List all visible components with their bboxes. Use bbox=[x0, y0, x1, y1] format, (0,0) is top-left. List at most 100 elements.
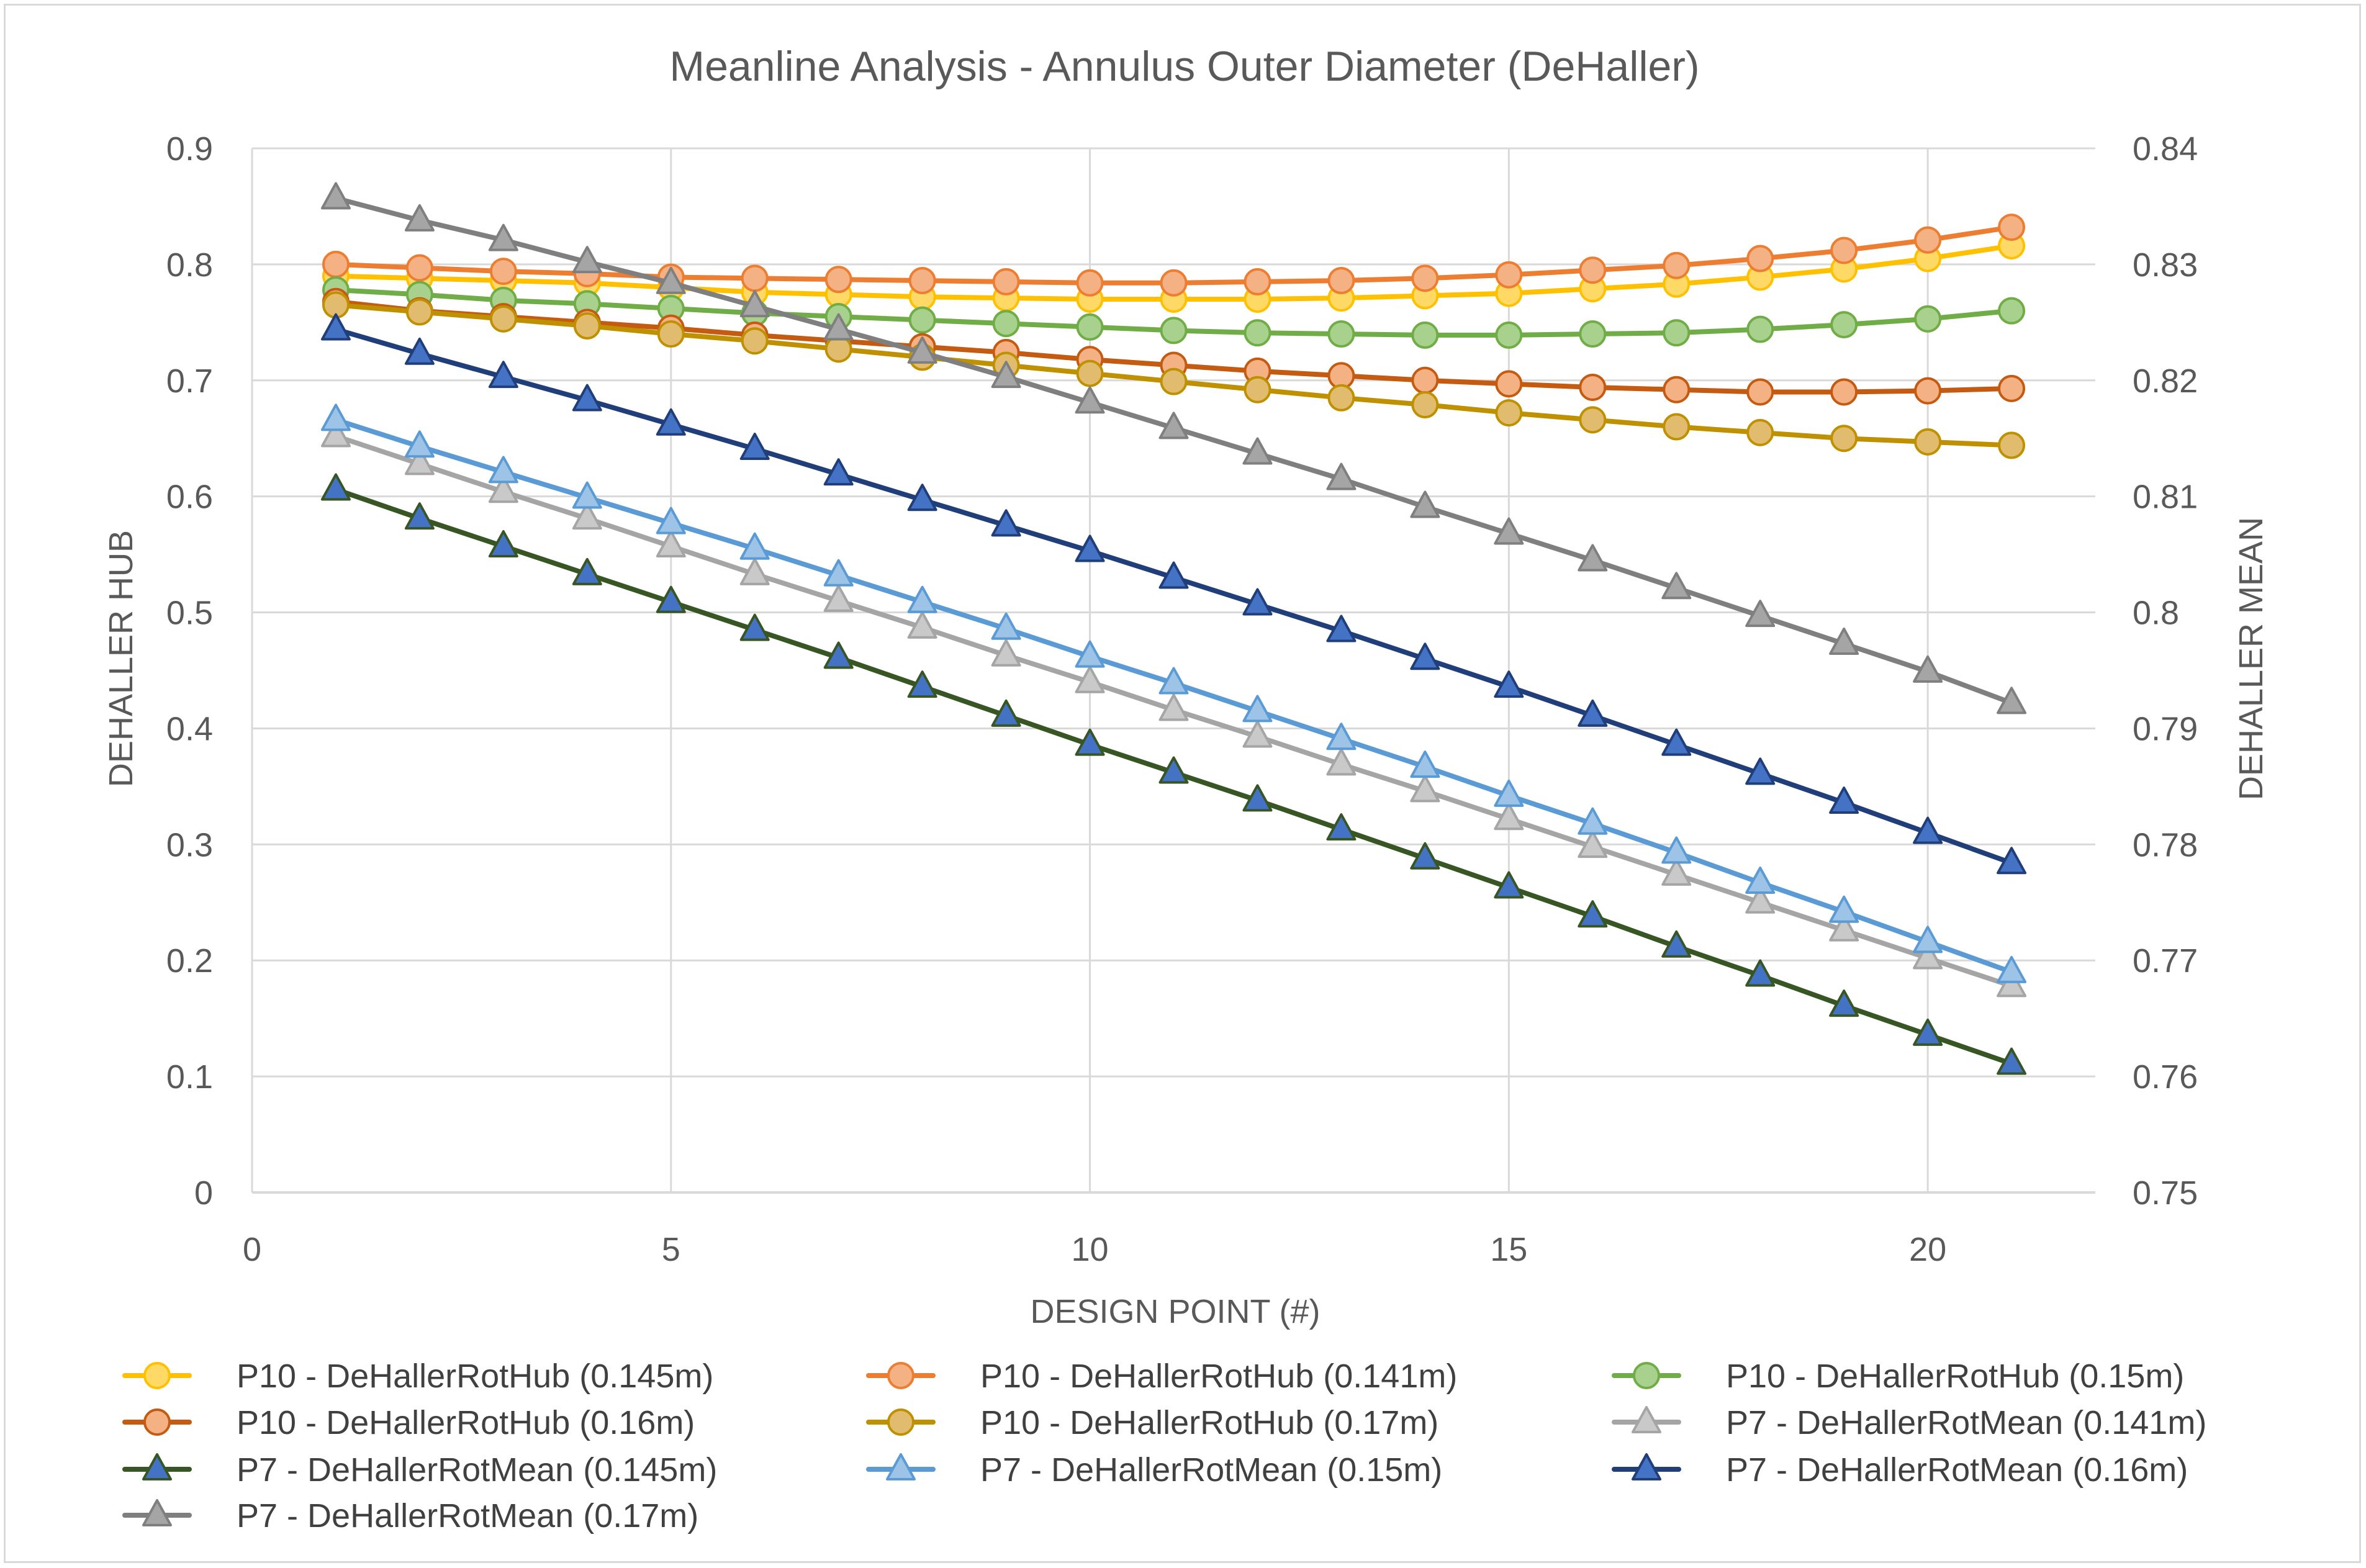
data-point bbox=[1829, 914, 1859, 942]
data-point bbox=[1494, 779, 1524, 807]
y2-axis-ticks: 0.75 0.76 0.77 0.78 0.79 0.8 0.81 0.82 0.83 0.84 bbox=[2133, 130, 2198, 1212]
legend-item[interactable]: P7 - DeHallerRotMean (0.16m) bbox=[1612, 1451, 2188, 1489]
x-tick-label: 0 bbox=[243, 1231, 261, 1268]
data-point bbox=[741, 327, 769, 355]
data-point bbox=[991, 509, 1021, 537]
data-point bbox=[656, 585, 686, 613]
legend-item[interactable]: P10 - DeHallerRotHub (0.16m) bbox=[122, 1404, 695, 1441]
legend: P10 - DeHallerRotHub (0.145m) P10 - DeHal… bbox=[122, 1358, 2206, 1534]
data-point bbox=[1998, 374, 2026, 402]
y2-tick-label: 0.76 bbox=[2133, 1058, 2198, 1096]
data-point bbox=[1242, 720, 1273, 748]
data-point bbox=[907, 611, 937, 639]
data-point bbox=[1914, 226, 1942, 254]
data-point bbox=[1327, 384, 1355, 412]
data-point bbox=[1663, 413, 1691, 441]
y-tick-label: 0.7 bbox=[166, 363, 213, 400]
legend-item[interactable]: P10 - DeHallerRotHub (0.145m) bbox=[122, 1358, 713, 1395]
legend-item[interactable]: P7 - DeHallerRotMean (0.15m) bbox=[866, 1451, 1442, 1489]
data-point bbox=[739, 532, 770, 560]
data-point bbox=[488, 530, 518, 558]
y2-axis-title: DEHALLER MEAN bbox=[2233, 517, 2270, 800]
data-point bbox=[1746, 315, 1774, 343]
data-point bbox=[1913, 816, 1943, 844]
legend-marker bbox=[143, 1362, 171, 1389]
y-tick-label: 0.1 bbox=[166, 1058, 213, 1096]
data-point bbox=[1076, 359, 1104, 387]
data-point bbox=[1410, 750, 1440, 778]
legend-label: P7 - DeHallerRotMean (0.141m) bbox=[1726, 1404, 2206, 1441]
data-point bbox=[1997, 687, 2027, 714]
data-point bbox=[1578, 807, 1608, 835]
x-axis-ticks: 0 5 10 15 20 bbox=[243, 1231, 1946, 1268]
data-point bbox=[656, 408, 686, 436]
data-point bbox=[907, 585, 937, 613]
data-point bbox=[1830, 237, 1858, 264]
data-point bbox=[1494, 670, 1524, 698]
data-point bbox=[656, 530, 686, 558]
y2-tick-label: 0.81 bbox=[2133, 479, 2198, 516]
y2-tick-label: 0.8 bbox=[2133, 595, 2179, 632]
data-point bbox=[1075, 665, 1105, 693]
data-point bbox=[1746, 245, 1774, 273]
data-point bbox=[1663, 251, 1691, 279]
data-point bbox=[1494, 871, 1524, 899]
data-point bbox=[572, 502, 602, 530]
x-tick-label: 20 bbox=[1909, 1231, 1946, 1268]
data-point bbox=[320, 420, 351, 448]
data-point bbox=[572, 246, 602, 274]
data-point bbox=[1242, 588, 1273, 616]
data-point bbox=[1411, 321, 1439, 349]
legend-label: P7 - DeHallerRotMean (0.145m) bbox=[237, 1451, 717, 1489]
data-point bbox=[1158, 561, 1189, 589]
data-point bbox=[1075, 640, 1105, 668]
chart-svg: Meanline Analysis - Annulus Outer Diamet… bbox=[102, 43, 2270, 1534]
data-point bbox=[488, 456, 518, 484]
data-point bbox=[1661, 728, 1692, 756]
data-point bbox=[1160, 367, 1188, 395]
data-point bbox=[1495, 321, 1523, 349]
data-point bbox=[991, 699, 1021, 727]
data-point bbox=[1411, 391, 1439, 419]
data-point bbox=[1663, 376, 1691, 403]
legend-marker bbox=[143, 1408, 171, 1436]
data-point bbox=[1998, 297, 2026, 325]
data-point bbox=[488, 475, 518, 503]
legend-item[interactable]: P10 - DeHallerRotHub (0.17m) bbox=[866, 1404, 1438, 1441]
data-point bbox=[1997, 1047, 2027, 1075]
y-tick-label: 0.9 bbox=[166, 130, 213, 168]
data-point bbox=[1411, 264, 1439, 292]
data-point bbox=[1410, 775, 1440, 803]
series-8 bbox=[320, 403, 2027, 983]
data-point bbox=[1076, 269, 1104, 297]
legend-item[interactable]: P7 - DeHallerRotMean (0.145m) bbox=[122, 1451, 717, 1489]
series-9 bbox=[320, 313, 2027, 875]
data-point bbox=[1075, 728, 1105, 756]
data-point bbox=[1746, 418, 1774, 446]
legend-marker bbox=[1633, 1362, 1660, 1389]
data-point bbox=[1494, 803, 1524, 831]
data-point bbox=[489, 258, 517, 286]
data-point bbox=[1997, 955, 2027, 983]
data-point bbox=[1830, 378, 1858, 406]
data-point bbox=[1160, 269, 1188, 297]
data-point bbox=[1914, 377, 1942, 405]
legend-item[interactable]: P7 - DeHallerRotMean (0.17m) bbox=[122, 1497, 698, 1534]
data-point bbox=[1745, 959, 1776, 987]
legend-label: P10 - DeHallerRotHub (0.15m) bbox=[1726, 1358, 2184, 1395]
data-point bbox=[322, 250, 350, 278]
legend-item[interactable]: P10 - DeHallerRotHub (0.15m) bbox=[1612, 1358, 2184, 1395]
y-tick-label: 0.2 bbox=[166, 942, 213, 980]
data-point bbox=[1914, 428, 1942, 456]
data-point bbox=[823, 641, 854, 669]
legend-item[interactable]: P7 - DeHallerRotMean (0.141m) bbox=[1612, 1404, 2206, 1441]
legend-label: P10 - DeHallerRotHub (0.145m) bbox=[237, 1358, 713, 1395]
data-point bbox=[1158, 693, 1189, 721]
legend-label: P7 - DeHallerRotMean (0.15m) bbox=[980, 1451, 1442, 1489]
data-point bbox=[1829, 628, 1859, 656]
data-point bbox=[1997, 847, 2027, 875]
y-axis-title: DEHALLER HUB bbox=[102, 530, 140, 787]
legend-item[interactable]: P10 - DeHallerRotHub (0.141m) bbox=[866, 1358, 1457, 1395]
data-point bbox=[573, 312, 601, 340]
data-point bbox=[1327, 320, 1355, 348]
